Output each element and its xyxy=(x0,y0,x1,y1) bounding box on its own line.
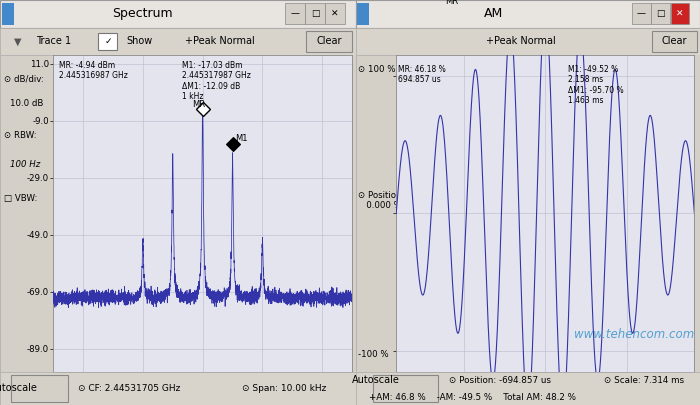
Text: MR: MR xyxy=(193,100,205,109)
Text: ⊙ 100 %: ⊙ 100 % xyxy=(358,64,395,74)
Bar xyxy=(373,375,438,402)
Bar xyxy=(305,3,325,24)
Text: ⊙ Position:
   0.000 %: ⊙ Position: 0.000 % xyxy=(358,191,404,211)
Text: M1: -49.52 %
2.158 ms
ΔM1: -95.70 %
1.463 ms: M1: -49.52 % 2.158 ms ΔM1: -95.70 % 1.46… xyxy=(568,65,623,105)
Text: M1: M1 xyxy=(235,134,248,143)
Text: ✕: ✕ xyxy=(676,9,684,18)
Text: —: — xyxy=(637,9,646,18)
Text: □: □ xyxy=(657,9,665,18)
Text: ⊙ RBW:: ⊙ RBW: xyxy=(4,131,37,140)
Text: MR: -4.94 dBm
2.445316987 GHz: MR: -4.94 dBm 2.445316987 GHz xyxy=(60,61,128,80)
Text: 10.0 dB: 10.0 dB xyxy=(10,99,43,109)
Bar xyxy=(651,3,670,24)
Text: Autoscale: Autoscale xyxy=(352,375,400,385)
Bar xyxy=(652,31,696,52)
Text: ⊙ Scale: 7.314 ms: ⊙ Scale: 7.314 ms xyxy=(603,375,684,385)
Text: 100 Hz: 100 Hz xyxy=(10,160,40,168)
Text: ⊙ Position: -694.857 us: ⊙ Position: -694.857 us xyxy=(449,375,551,385)
Text: Clear: Clear xyxy=(316,36,342,46)
Text: Spectrum: Spectrum xyxy=(112,7,173,20)
Text: -100 %: -100 % xyxy=(358,350,388,359)
Text: —: — xyxy=(290,9,300,18)
Text: □: □ xyxy=(311,9,319,18)
Text: ⊙ Span: 10.00 kHz: ⊙ Span: 10.00 kHz xyxy=(241,384,326,393)
Text: ✓: ✓ xyxy=(105,37,113,46)
Text: Trace 1: Trace 1 xyxy=(36,36,71,46)
Text: +AM: 46.8 %    -AM: -49.5 %    Total AM: 48.2 %: +AM: 46.8 % -AM: -49.5 % Total AM: 48.2 … xyxy=(370,393,576,402)
Text: ✕: ✕ xyxy=(331,9,339,18)
Text: Clear: Clear xyxy=(662,36,687,46)
Bar xyxy=(357,3,370,25)
Bar xyxy=(671,3,690,24)
Text: ▼: ▼ xyxy=(14,36,22,46)
Text: AM: AM xyxy=(484,7,503,20)
Bar xyxy=(326,3,345,24)
Text: +Peak Normal: +Peak Normal xyxy=(185,36,255,46)
Bar xyxy=(10,375,68,402)
Text: ⊙ dB/div:: ⊙ dB/div: xyxy=(4,74,44,83)
Text: www.tehencom.com: www.tehencom.com xyxy=(574,328,694,341)
Text: ⊙ CF: 2.44531705 GHz: ⊙ CF: 2.44531705 GHz xyxy=(78,384,181,393)
Text: □ VBW:: □ VBW: xyxy=(4,194,38,203)
Text: Autoscale: Autoscale xyxy=(0,384,38,393)
Text: MR: 46.18 %
694.857 us: MR: 46.18 % 694.857 us xyxy=(398,65,446,84)
Text: MR: MR xyxy=(445,0,458,6)
Text: Show: Show xyxy=(126,36,153,46)
Bar xyxy=(286,3,305,24)
Bar xyxy=(306,31,352,52)
Text: +Peak Normal: +Peak Normal xyxy=(486,36,556,46)
Bar xyxy=(632,3,651,24)
Bar xyxy=(2,3,14,25)
Text: M1: -17.03 dBm
2.445317987 GHz
ΔM1: -12.09 dB
1 kHz: M1: -17.03 dBm 2.445317987 GHz ΔM1: -12.… xyxy=(182,61,251,101)
Bar xyxy=(98,33,118,49)
